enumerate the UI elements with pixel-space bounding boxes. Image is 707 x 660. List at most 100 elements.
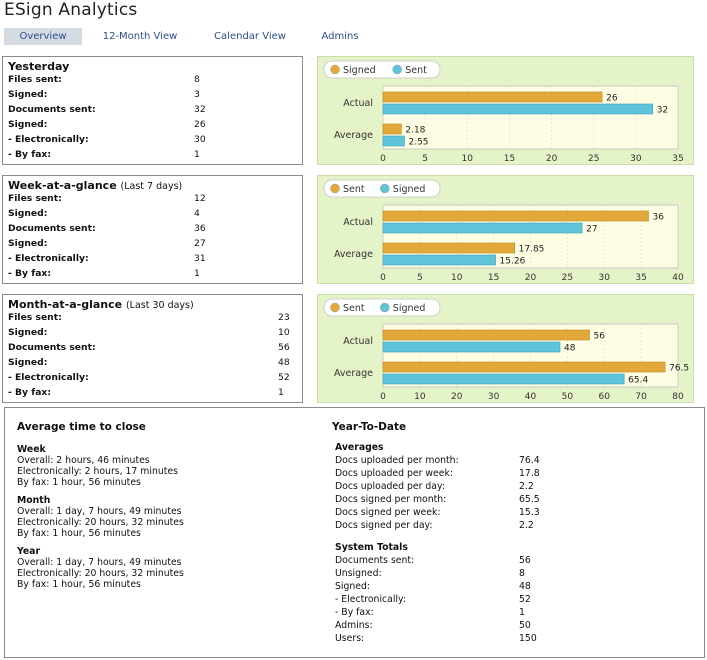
ytd-label: Docs signed per month: [335, 494, 447, 505]
stat-row: - By fax: 1 [8, 387, 294, 402]
x-tick-label: 15 [488, 273, 499, 283]
data-label: 17.85 [519, 245, 545, 255]
legend-swatch-0 [330, 302, 340, 313]
x-tick-label: 15 [504, 154, 515, 164]
avg-close-title: Average time to close [17, 421, 146, 433]
stat-label: Signed: [8, 238, 48, 249]
ytd-label: Docs signed per week: [335, 507, 441, 518]
stat-value: 48 [278, 357, 290, 368]
legend-label-1: Signed [393, 184, 426, 195]
bar-sent-actual [382, 329, 590, 341]
stat-label: Signed: [8, 357, 48, 368]
x-tick-label: 35 [672, 154, 683, 164]
legend-label-1: Signed [393, 303, 426, 314]
ytd-label: Docs signed per day: [335, 520, 433, 531]
stat-label: Signed: [8, 327, 48, 338]
ytd-label: Unsigned: [335, 568, 382, 579]
tab-admins[interactable]: Admins [321, 31, 359, 42]
week-title: Week-at-a-glance (Last 7 days) [8, 179, 183, 192]
stat-value: 56 [278, 342, 290, 353]
legend-label-0: Sent [343, 303, 365, 314]
x-tick-label: 10 [462, 154, 474, 164]
ytd-value: 8 [519, 568, 525, 579]
data-label: 26 [606, 94, 618, 104]
stat-value: 36 [194, 223, 206, 234]
stat-row: Signed: 27 [8, 238, 294, 253]
bar-sent-actual [382, 210, 649, 222]
stat-label: Files sent: [8, 193, 62, 204]
tab-overview[interactable]: Overview [4, 28, 82, 45]
stat-label: - Electronically: [8, 253, 89, 264]
avg-close-group-heading: Month [17, 495, 51, 506]
avg-close-line: Electronically: 20 hours, 32 minutes [17, 568, 184, 579]
tab-calendar-view[interactable]: Calendar View [214, 31, 286, 42]
ytd-value: 50 [519, 620, 531, 631]
stat-value: 12 [194, 193, 206, 204]
stat-row: Documents sent: 36 [8, 223, 294, 238]
x-tick-label: 30 [488, 392, 500, 402]
week-panel: Week-at-a-glance (Last 7 days) Files sen… [2, 175, 303, 284]
stat-value: 1 [194, 149, 200, 160]
stat-value: 23 [278, 312, 290, 323]
stat-label: Files sent: [8, 74, 62, 85]
ytd-label: - Electronically: [335, 594, 406, 605]
data-label: 27 [586, 225, 597, 235]
x-tick-label: 70 [635, 392, 647, 402]
x-tick-label: 60 [599, 392, 611, 402]
avg-close-line: Electronically: 20 hours, 32 minutes [17, 517, 184, 528]
x-tick-label: 30 [599, 273, 611, 283]
ytd-title: Year-To-Date [332, 421, 407, 433]
stat-value: 3 [194, 89, 200, 100]
data-label: 2.18 [405, 126, 425, 136]
legend-swatch-0 [330, 183, 340, 194]
avg-close-line: Overall: 1 day, 7 hours, 49 minutes [17, 557, 182, 568]
category-label: Average [334, 130, 373, 141]
category-label: Average [334, 368, 373, 379]
stat-label: Files sent: [8, 312, 62, 323]
stat-value: 1 [194, 268, 200, 279]
ytd-value: 48 [519, 581, 531, 592]
stat-row: - Electronically: 30 [8, 134, 294, 149]
avg-close-line: Overall: 2 hours, 46 minutes [17, 455, 150, 466]
x-tick-label: 20 [525, 273, 537, 283]
avg-close-group-heading: Year [17, 546, 41, 557]
x-tick-label: 0 [380, 273, 386, 283]
bar-sent-average [382, 135, 405, 147]
ytd-value: 52 [519, 594, 531, 605]
stat-row: Files sent: 23 [8, 312, 294, 327]
tab-12-month-view[interactable]: 12-Month View [102, 31, 178, 42]
ytd-value: 2.2 [519, 481, 534, 492]
legend-swatch-1 [380, 302, 390, 313]
stat-row: Documents sent: 56 [8, 342, 294, 357]
stat-value: 31 [194, 253, 206, 264]
bar-chart: Sent Signed 0 10 20 30 40 50 60 70 80 Actual 56 48 Ave… [323, 298, 689, 402]
data-label: 76.5 [669, 364, 689, 374]
ytd-value: 1 [519, 607, 525, 618]
stat-value: 27 [194, 238, 206, 249]
stat-row: Signed: 3 [8, 89, 294, 104]
bar-chart: Sent Signed 0 5 10 15 20 25 30 35 40 Actual 36 27 Aver… [323, 179, 684, 283]
stat-row: Documents sent: 32 [8, 104, 294, 119]
x-tick-label: 40 [672, 273, 684, 283]
stat-label: Documents sent: [8, 104, 96, 115]
bar-signed-average [382, 373, 625, 385]
ytd-label: Admins: [335, 620, 373, 631]
stat-value: 32 [194, 104, 206, 115]
data-label: 48 [564, 344, 576, 354]
stat-row: Signed: 26 [8, 119, 294, 134]
data-label: 2.55 [408, 138, 428, 148]
chart-legend: Sent Signed [323, 179, 441, 198]
bar-signed-actual [382, 341, 561, 353]
ytd-label: - By fax: [335, 607, 374, 618]
bar-signed-actual [382, 222, 583, 234]
x-tick-label: 5 [417, 273, 423, 283]
ytd-label: Users: [335, 633, 365, 644]
stat-label: - By fax: [8, 268, 51, 279]
bar-chart: Signed Sent 0 5 10 15 20 25 30 35 Actual 26 32 Averag… [323, 60, 684, 164]
chart-legend: Signed Sent [323, 60, 441, 79]
ytd-value: 76.4 [519, 455, 540, 466]
x-tick-label: 20 [546, 154, 558, 164]
stat-value: 10 [278, 327, 290, 338]
avg-close-line: By fax: 1 hour, 56 minutes [17, 477, 141, 488]
legend-label-0: Signed [343, 65, 376, 76]
